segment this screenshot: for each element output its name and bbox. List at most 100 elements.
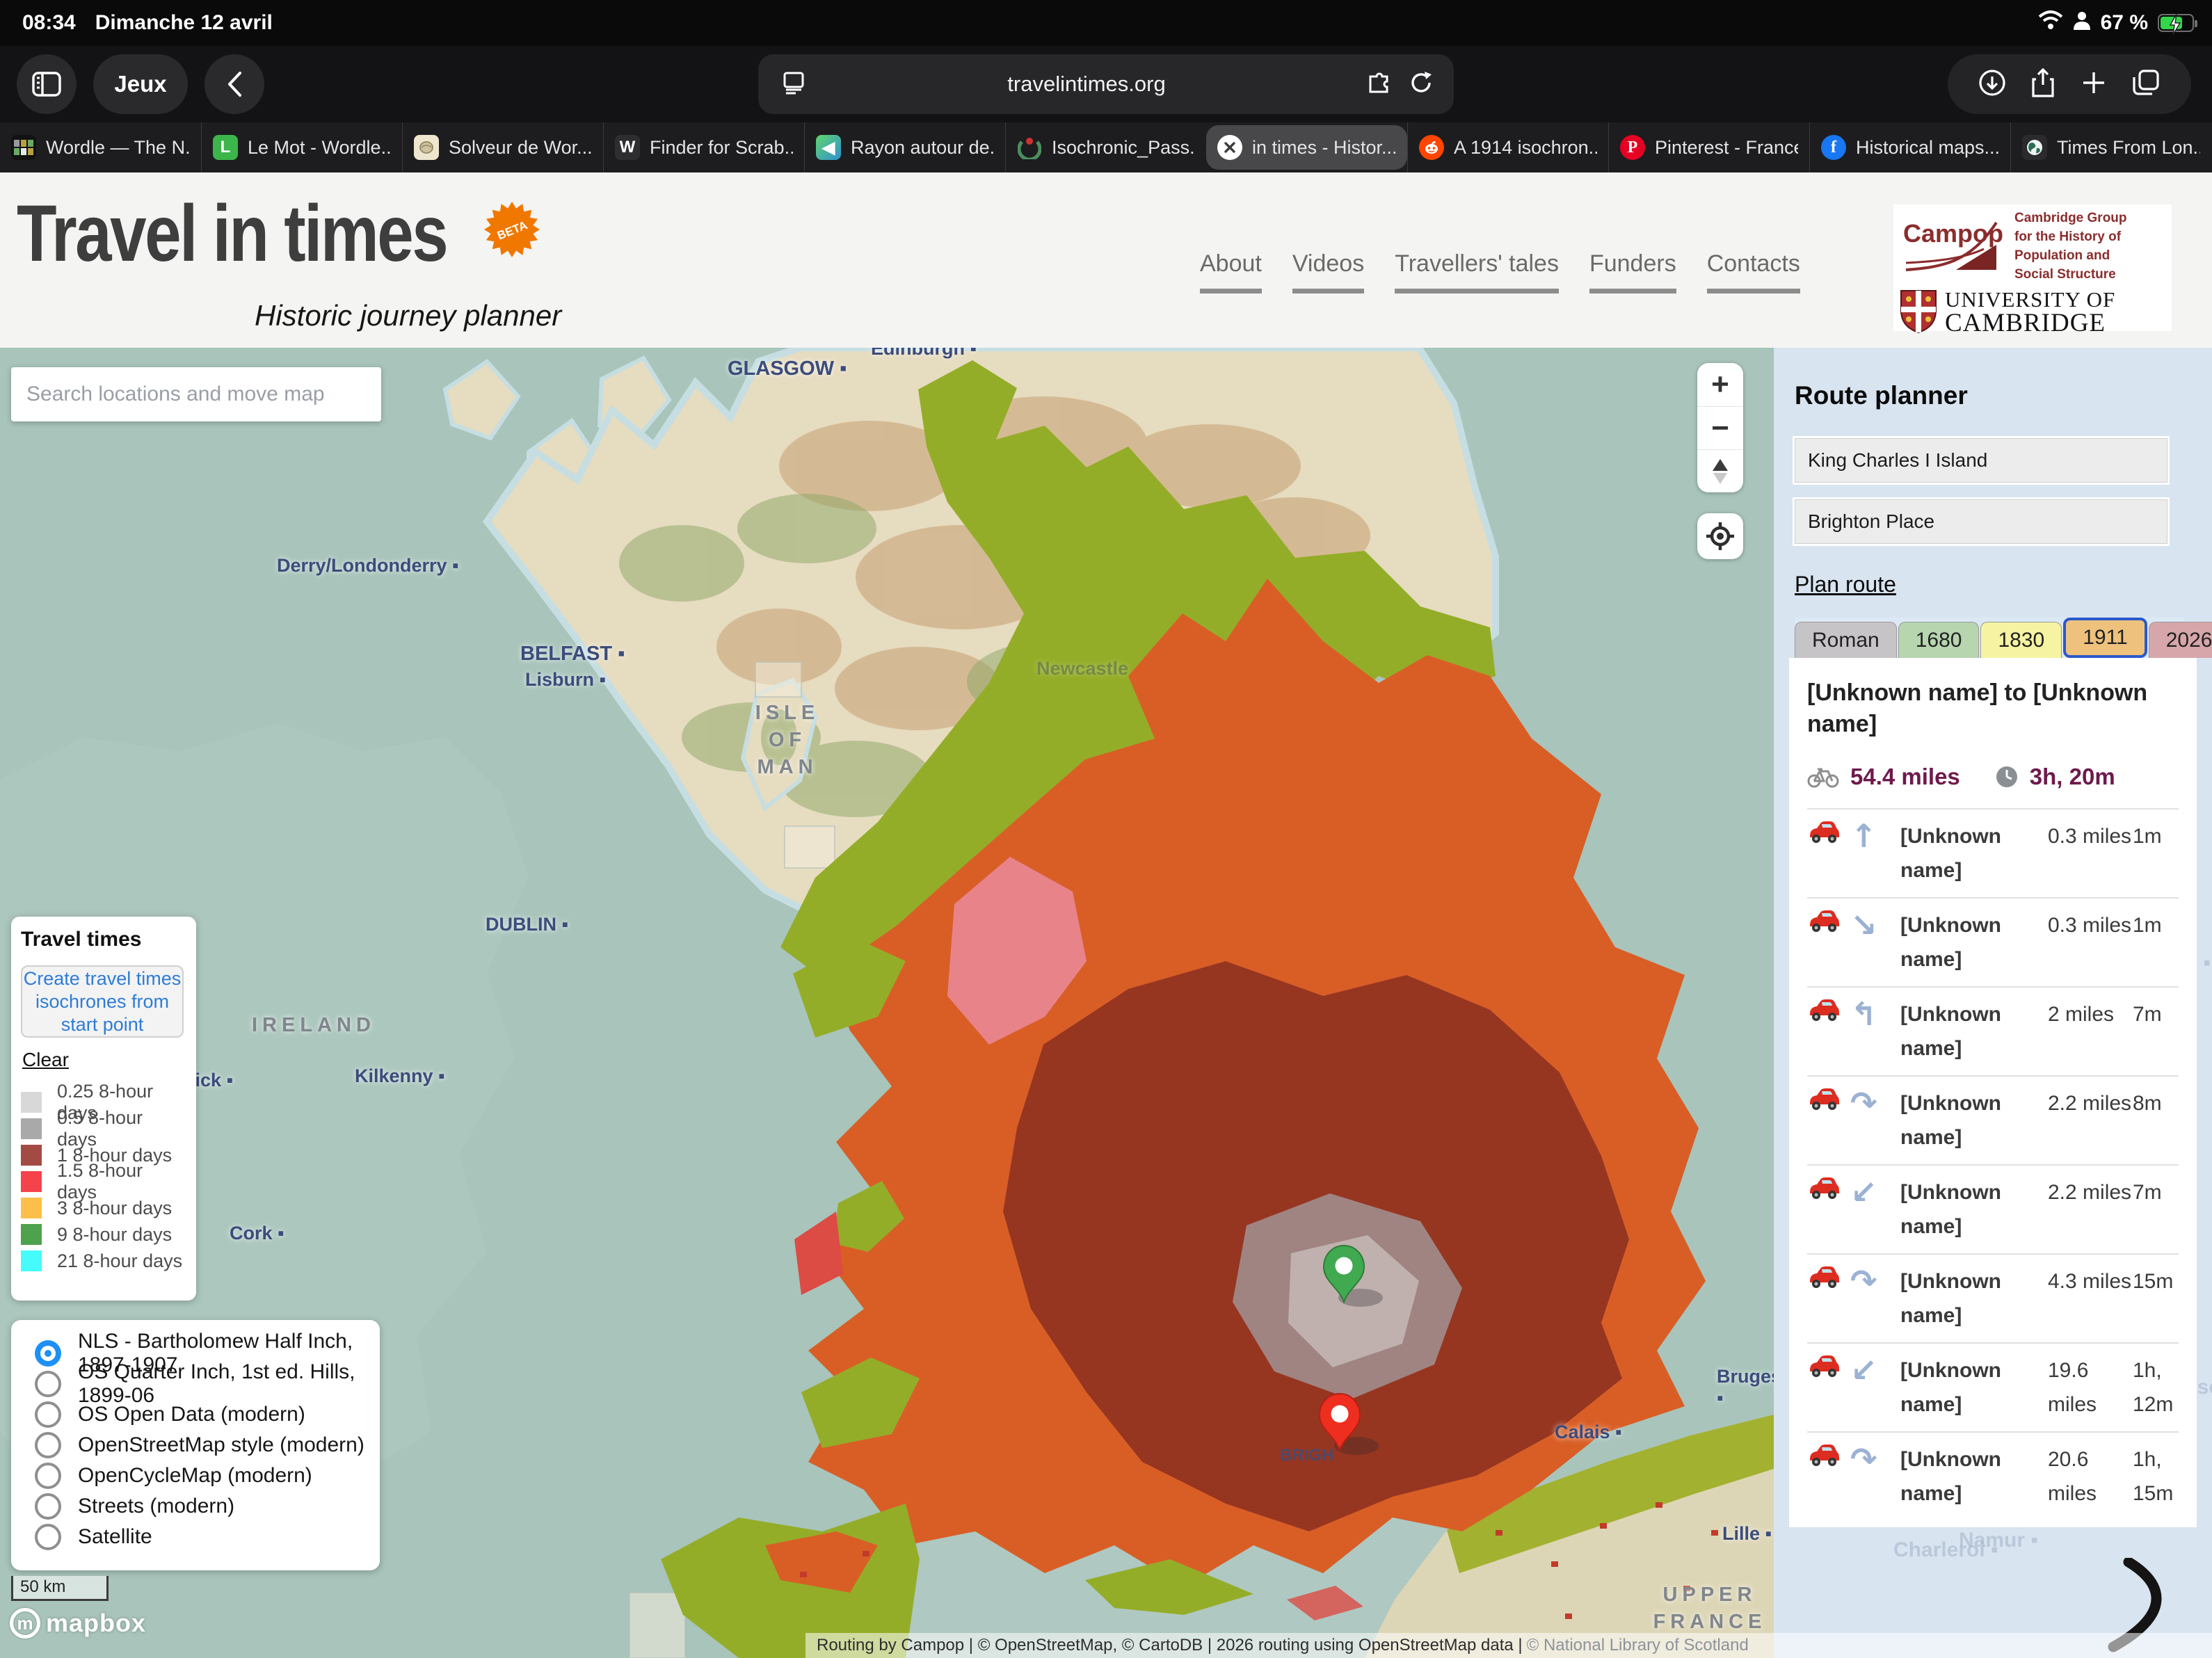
map-label: Namur ▪ — [1959, 1529, 2038, 1552]
legend-swatch — [21, 1118, 42, 1139]
tabs-overview-button[interactable] — [2131, 69, 2161, 100]
bicycle-icon — [1807, 766, 1839, 788]
nav-funders[interactable]: Funders — [1589, 250, 1676, 293]
locate-button[interactable] — [1697, 513, 1743, 559]
car-icon — [1807, 1442, 1841, 1467]
route-step[interactable]: ↷ [Unknown name] 20.6 miles 1h, 15m — [1807, 1431, 2179, 1520]
legend-row: 1.5 8-hour days — [21, 1168, 186, 1195]
reload-icon[interactable] — [1409, 71, 1433, 98]
layer-option[interactable]: OS Quarter Inch, 1st ed. Hills, 1899-06 — [35, 1369, 380, 1399]
tab-facebook[interactable]: f Historical maps... — [1809, 122, 2010, 172]
maneuver-arrow-icon: ↷ — [1850, 1086, 1900, 1120]
route-step[interactable]: ↑ [Unknown name] 0.3 miles 1m — [1807, 808, 2179, 897]
map-layers-panel: NLS - Bartholomew Half Inch, 1897-1907 O… — [11, 1320, 380, 1570]
radio-selected[interactable] — [35, 1340, 61, 1367]
tab-solveur[interactable]: Solveur de Wor... — [402, 122, 603, 172]
maneuver-arrow-icon: ↷ — [1850, 1442, 1900, 1476]
tab-pinterest[interactable]: P Pinterest - France — [1608, 122, 1809, 172]
tab-group-button[interactable]: Jeux — [93, 54, 188, 114]
radio[interactable] — [35, 1524, 61, 1550]
mapbox-logo[interactable]: mmapbox — [10, 1608, 146, 1639]
legend-swatch — [21, 1171, 42, 1192]
tab-finder-scrabble[interactable]: W Finder for Scrab... — [603, 122, 804, 172]
page-format-icon[interactable] — [782, 71, 806, 98]
map-label: Charleroi ▪ — [1893, 1538, 1998, 1562]
site-title[interactable]: Travel in times — [17, 188, 447, 280]
site-header: Travel in times BETA Historic journey pl… — [0, 172, 2212, 348]
date: Dimanche 12 avril — [95, 11, 273, 35]
svg-text:BRIGH: BRIGH — [1280, 1446, 1333, 1465]
new-tab-button[interactable] — [2081, 70, 2107, 99]
era-tab-1680[interactable]: 1680 — [1898, 622, 1980, 658]
era-tab-roman[interactable]: Roman — [1795, 622, 1897, 658]
toolbar-right-group — [1948, 54, 2191, 114]
search-input[interactable] — [11, 367, 381, 421]
route-step[interactable]: ↰ [Unknown name] 2 miles 7m — [1807, 986, 2179, 1075]
tab-wordle[interactable]: Wordle — The N... — [0, 122, 201, 172]
radio[interactable] — [35, 1432, 61, 1458]
nav-videos[interactable]: Videos — [1292, 250, 1364, 293]
nav-travellers-tales[interactable]: Travellers' tales — [1395, 250, 1559, 293]
extensions-icon[interactable] — [1368, 71, 1393, 98]
clock: 08:34 — [22, 11, 76, 35]
route-step[interactable]: ↷ [Unknown name] 4.3 miles 15m — [1807, 1253, 2179, 1342]
close-tab-icon[interactable] — [1217, 135, 1242, 160]
plan-route-link[interactable]: Plan route — [1795, 572, 1896, 597]
route-from-input[interactable] — [1795, 438, 2167, 483]
route-step[interactable]: ↷ [Unknown name] 2.2 miles 8m — [1807, 1075, 2179, 1164]
radio[interactable] — [35, 1401, 61, 1428]
zoom-out-button[interactable]: − — [1697, 406, 1743, 449]
layer-option[interactable]: Streets (modern) — [35, 1491, 380, 1522]
nav-contacts[interactable]: Contacts — [1707, 250, 1800, 293]
radio[interactable] — [35, 1493, 61, 1520]
era-tab-1830[interactable]: 1830 — [1980, 622, 2062, 658]
sidebar-toggle-button[interactable] — [17, 54, 77, 114]
maneuver-arrow-icon: ↘ — [1850, 908, 1900, 942]
tab-times-from-london[interactable]: Times From Lon... — [2010, 122, 2211, 172]
zoom-in-button[interactable]: + — [1697, 363, 1743, 406]
car-icon — [1807, 1353, 1841, 1378]
clock-icon — [1995, 765, 2019, 789]
compass-button[interactable] — [1697, 449, 1743, 492]
map-canvas[interactable]: BRIGH Edinburgh ▪ GLASGOW ▪ Derry/London… — [0, 348, 1774, 1658]
create-isochrones-button[interactable]: Create travel times isochrones from star… — [21, 965, 184, 1038]
tab-isochronic[interactable]: Isochronic_Pass... — [1005, 122, 1206, 172]
share-button[interactable] — [2030, 68, 2055, 101]
maneuver-arrow-icon: ↰ — [1850, 997, 1900, 1031]
route-step[interactable]: ↙ [Unknown name] 2.2 miles 7m — [1807, 1164, 2179, 1253]
car-icon — [1807, 908, 1841, 933]
tab-travelintimes-active[interactable]: in times - Histor... — [1206, 125, 1407, 170]
url-text: travelintimes.org — [806, 72, 1368, 97]
tab-rayon[interactable]: ◀ Rayon autour de... — [804, 122, 1005, 172]
address-bar[interactable]: travelintimes.org — [758, 54, 1454, 114]
back-button[interactable] — [205, 54, 264, 114]
layer-option[interactable]: Satellite — [35, 1522, 380, 1552]
downloads-button[interactable] — [1978, 69, 2006, 100]
lemot-favicon: L — [213, 135, 238, 160]
beta-badge: BETA — [483, 202, 541, 257]
nav-about[interactable]: About — [1200, 250, 1262, 293]
route-duration: 3h, 20m — [2030, 764, 2115, 790]
user-icon — [2073, 10, 2091, 35]
era-tab-1911[interactable]: 1911 — [2063, 618, 2147, 658]
route-step[interactable]: ↘ [Unknown name] 0.3 miles 1m — [1807, 897, 2179, 986]
tab-reddit[interactable]: A 1914 isochron... — [1407, 122, 1608, 172]
route-to-input[interactable] — [1795, 499, 2167, 544]
university-text: UNIVERSITY OF CAMBRIDGE — [1945, 288, 2115, 335]
era-tab-2026[interactable]: 2026 — [2149, 622, 2212, 658]
clear-link[interactable]: Clear — [22, 1049, 69, 1071]
car-icon — [1807, 997, 1841, 1022]
radio[interactable] — [35, 1463, 61, 1489]
facebook-favicon: f — [1821, 135, 1846, 160]
radio[interactable] — [35, 1371, 61, 1397]
tab-lemot[interactable]: L Le Mot - Wordle... — [201, 122, 402, 172]
pinterest-favicon: P — [1620, 135, 1645, 160]
layer-option[interactable]: OpenStreetMap style (modern) — [35, 1430, 380, 1460]
cambridge-group-text: Cambridge Group for the History of Popul… — [2014, 209, 2127, 284]
w-favicon: W — [615, 135, 640, 160]
legend-swatch — [21, 1224, 42, 1245]
route-summary: 54.4 miles 3h, 20m — [1807, 764, 2179, 790]
route-planner-panel: Antwerp ▪ Dusseld BRUSSELS ▪ Namur ▪ Cha… — [1774, 348, 2212, 1658]
route-step[interactable]: ↙ [Unknown name] 19.6 miles 1h, 12m — [1807, 1342, 2179, 1431]
layer-option[interactable]: OpenCycleMap (modern) — [35, 1460, 380, 1491]
